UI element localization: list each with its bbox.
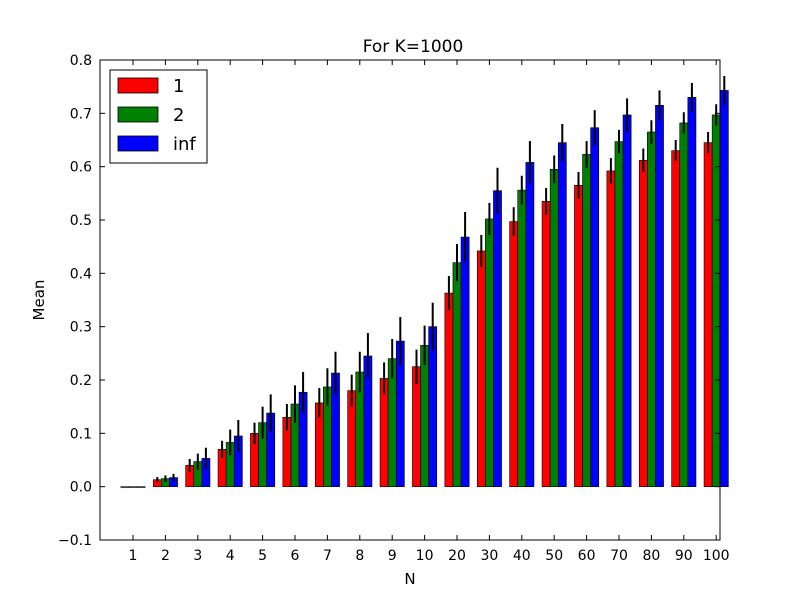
bar-inf-90 xyxy=(687,97,697,487)
bar-1-70 xyxy=(606,170,616,487)
x-tick-label: 40 xyxy=(513,548,531,564)
bar-inf-100 xyxy=(719,90,729,487)
y-tick-label: 0.6 xyxy=(70,160,92,176)
y-tick-label: 0.3 xyxy=(70,320,92,336)
x-tick-label: 60 xyxy=(578,548,596,564)
legend-swatch-1 xyxy=(117,77,159,94)
bar-2-40 xyxy=(517,189,527,487)
bar-1-60 xyxy=(574,185,583,487)
bar-1-10 xyxy=(412,366,421,487)
bar-1-30 xyxy=(476,250,486,487)
x-axis-ticks: 1 2 3 4 5 6 7 8 9 10 20 30 40 50 60 70 80 90 100 xyxy=(129,60,730,564)
bar-inf-30 xyxy=(493,190,502,487)
legend-swatch-inf xyxy=(117,135,159,152)
plot-frame xyxy=(99,59,721,541)
y-axis-ticks: −0.1 0.0 0.1 0.2 0.3 0.4 0.5 0.6 0.7 0.8 xyxy=(58,53,720,549)
x-tick-label: 3 xyxy=(193,548,202,564)
bar-1-1 xyxy=(120,486,130,488)
x-tick-label: 20 xyxy=(448,548,466,564)
y-tick-label: 0.1 xyxy=(70,426,92,442)
bar-2-60 xyxy=(582,154,591,487)
x-tick-label: 80 xyxy=(642,548,660,564)
x-tick-label: 50 xyxy=(545,548,563,564)
bar-2-90 xyxy=(679,122,689,487)
y-tick-label: −0.1 xyxy=(58,533,92,549)
bar-1-100 xyxy=(703,142,713,487)
x-tick-label: 2 xyxy=(161,548,170,564)
x-tick-label: 100 xyxy=(703,548,730,564)
bar-inf-70 xyxy=(622,114,632,487)
y-tick-label: 0.4 xyxy=(70,266,92,282)
bar-inf-1 xyxy=(136,486,146,488)
x-tick-label: 7 xyxy=(323,548,332,564)
y-axis-label: Mean xyxy=(30,280,48,321)
bar-inf-20 xyxy=(460,236,470,487)
bar-2-80 xyxy=(647,131,656,487)
x-tick-label: 1 xyxy=(129,548,138,564)
x-tick-label: 90 xyxy=(675,548,693,564)
bar-1-20 xyxy=(444,292,454,487)
bar-2-70 xyxy=(614,141,624,487)
bars-layer xyxy=(120,90,729,488)
y-tick-label: 0.7 xyxy=(70,106,92,122)
bar-1-50 xyxy=(541,201,551,487)
bar-1-40 xyxy=(509,221,519,487)
bar-2-10 xyxy=(420,345,429,487)
bar-inf-40 xyxy=(525,162,535,487)
legend-label-2: 2 xyxy=(173,105,184,126)
bar-2-1 xyxy=(128,486,138,488)
bar-inf-50 xyxy=(557,142,567,487)
legend-swatch-2 xyxy=(117,106,159,123)
bar-1-90 xyxy=(671,150,681,487)
bar-1-9 xyxy=(379,378,389,487)
bar-1-80 xyxy=(638,159,648,487)
bar-2-50 xyxy=(549,169,559,487)
x-axis-label: N xyxy=(404,570,415,588)
y-tick-label: 0.5 xyxy=(70,213,92,229)
x-tick-label: 10 xyxy=(416,548,434,564)
chart-title: For K=1000 xyxy=(363,37,464,57)
x-tick-label: 70 xyxy=(610,548,628,564)
bar-inf-60 xyxy=(590,127,600,487)
y-tick-label: 0.8 xyxy=(70,53,92,69)
x-tick-label: 4 xyxy=(226,548,235,564)
legend-label-inf: inf xyxy=(173,134,196,155)
bar-inf-80 xyxy=(655,105,664,487)
x-tick-label: 6 xyxy=(291,548,300,564)
x-tick-label: 5 xyxy=(258,548,267,564)
x-tick-label: 9 xyxy=(388,548,397,564)
legend-label-1: 1 xyxy=(173,76,184,97)
y-tick-label: 0.2 xyxy=(70,373,92,389)
legend: 1 2 inf xyxy=(109,69,208,164)
x-tick-label: 30 xyxy=(480,548,498,564)
bar-2-100 xyxy=(711,114,721,487)
x-tick-label: 8 xyxy=(355,548,364,564)
y-tick-label: 0.0 xyxy=(70,480,92,496)
bar-2-30 xyxy=(485,218,494,487)
error-bars-layer xyxy=(156,76,726,483)
bar-2-20 xyxy=(452,262,462,487)
